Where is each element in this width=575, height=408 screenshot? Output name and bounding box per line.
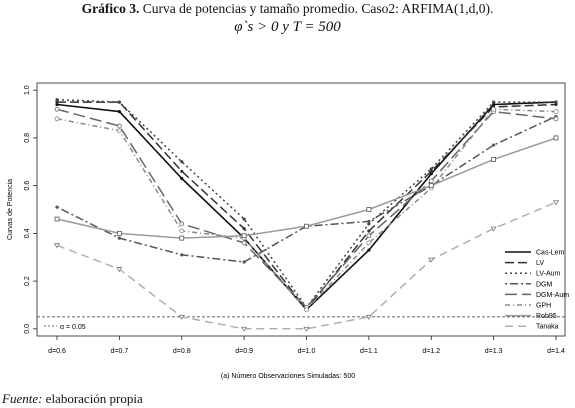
data-point-rob95 [366, 207, 372, 212]
data-point-tanaka [303, 326, 310, 332]
data-point-tanaka [490, 226, 497, 232]
data-point-rob95 [179, 235, 185, 241]
data-point-dgm-aum [553, 116, 559, 122]
plot-frame [36, 82, 566, 337]
title-label: Gráfico 3. [81, 1, 140, 16]
data-point-lv-aum [180, 160, 184, 164]
data-point-tanaka [240, 326, 248, 332]
data-point-dgm [492, 143, 496, 147]
chart-title: Gráfico 3. Curva de potencias y tamaño p… [0, 1, 575, 17]
data-point-lv [180, 169, 184, 173]
x-tick-label: d=0.6 [48, 348, 66, 355]
legend-label-rob95: Rob95 [536, 313, 557, 320]
x-tick-label: d=1.0 [298, 348, 316, 355]
series-line-lv-aum [56, 98, 556, 309]
data-point-dgm [55, 205, 59, 209]
data-point-dgm-aum [366, 233, 372, 239]
data-point-rob95 [428, 183, 434, 189]
data-point-cas-lem [117, 110, 121, 114]
data-point-tanaka [552, 200, 560, 206]
legend-label-lv-aum: LV-Aum [536, 271, 561, 278]
alpha-legend-label: α = 0.05 [60, 324, 86, 331]
data-point-rob95 [553, 135, 559, 141]
x-tick-label: d=0.8 [173, 348, 191, 355]
legend-label-dgm-aum: DGM-Aum [536, 292, 569, 299]
x-tick-label: d=1.4 [547, 348, 565, 355]
series-line-tanaka [56, 201, 557, 330]
data-point-gph [366, 240, 372, 246]
x-tick-label: d=0.9 [235, 348, 253, 355]
data-point-lv-aum [492, 100, 496, 104]
data-point-gph [553, 109, 559, 115]
data-point-lv-aum [554, 100, 558, 104]
data-point-dgm [180, 253, 184, 257]
data-point-lv [429, 169, 433, 173]
data-point-rob95 [116, 230, 122, 236]
data-point-lv-aum [117, 100, 121, 104]
y-tick-label: 0.2 [24, 276, 31, 286]
data-point-dgm-aum [428, 178, 434, 184]
y-tick-label: 0.0 [24, 324, 31, 334]
legend-label-dgm: DGM [536, 281, 553, 288]
data-point-rob95 [304, 223, 309, 229]
data-point-dgm [117, 236, 121, 240]
series-line-dgm [56, 115, 557, 263]
series-line-dgm-aum [56, 108, 557, 309]
legend-label-lv: LV [536, 260, 544, 267]
data-point-lv [55, 100, 59, 104]
legend-label-cas-lem: Cas-Lem [536, 250, 565, 257]
data-point-gph [304, 307, 309, 313]
y-tick-label: 0.6 [24, 181, 31, 191]
data-point-tanaka [53, 243, 61, 249]
data-point-lv [367, 229, 371, 233]
data-point-cas-lem [492, 102, 496, 107]
data-point-dgm-aum [54, 106, 60, 112]
y-tick-label: 0.4 [24, 228, 31, 238]
x-tick-label: d=1.2 [422, 348, 440, 355]
data-point-lv-aum [429, 167, 433, 171]
data-point-gph [54, 116, 60, 122]
data-point-rob95 [241, 233, 247, 239]
data-point-tanaka [116, 267, 123, 273]
data-point-tanaka [428, 257, 435, 263]
data-point-tanaka [365, 314, 373, 320]
source-label: Fuente: [2, 391, 43, 406]
data-point-lv-aum [242, 217, 246, 221]
data-point-dgm-aum [116, 123, 122, 129]
data-point-tanaka [178, 314, 185, 320]
data-point-cas-lem [55, 102, 59, 107]
y-axis-label: Curvas de Potencia [7, 179, 14, 240]
data-point-lv [242, 226, 246, 231]
data-point-lv-aum [55, 98, 59, 102]
x-axis-label: (a) Número Observaciones Simuladas: 500 [221, 373, 355, 380]
data-point-dgm-aum [179, 221, 185, 227]
data-point-gph [179, 228, 185, 234]
data-point-gph [116, 128, 122, 134]
legend-label-gph: GPH [536, 303, 551, 310]
data-point-gph [491, 106, 497, 112]
chart-subtitle: φ`s > 0 y T = 500 [234, 19, 341, 35]
data-point-lv [554, 102, 558, 107]
legend-label-tanaka: Tanaka [536, 324, 559, 331]
series-line-rob95 [56, 137, 557, 239]
data-point-lv-aum [367, 222, 371, 226]
source-text: elaboración propia [42, 391, 143, 406]
data-point-rob95 [54, 216, 60, 222]
data-point-rob95 [491, 156, 497, 162]
y-tick-label: 0.8 [24, 133, 31, 143]
data-point-dgm [367, 219, 371, 224]
data-point-dgm [242, 260, 246, 264]
y-tick-label: 1.0 [24, 85, 31, 95]
x-tick-label: d=0.7 [111, 348, 129, 355]
x-tick-label: d=1.3 [485, 348, 503, 355]
source-note: Fuente: elaboración propia [2, 391, 143, 407]
data-point-cas-lem [367, 248, 371, 252]
x-tick-label: d=1.1 [360, 348, 378, 355]
data-point-cas-lem [180, 176, 184, 181]
title-text: Curva de potencias y tamaño promedio. Ca… [139, 1, 494, 16]
data-point-dgm-aum [241, 240, 247, 246]
